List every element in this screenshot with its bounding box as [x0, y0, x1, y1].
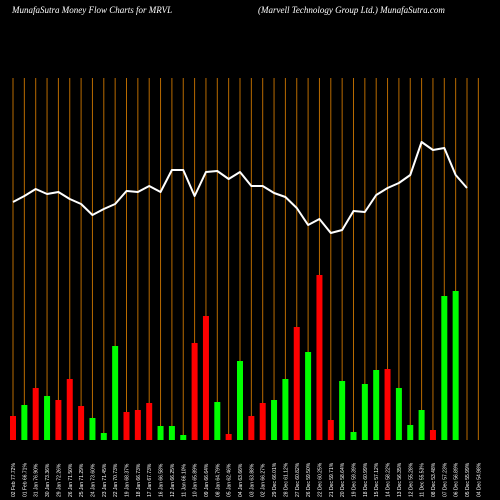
flow-bar [180, 435, 187, 440]
x-tick-label: 15 Dec 57.12% [374, 462, 380, 497]
x-tick-label: 22 Dec 60.25% [317, 462, 323, 497]
x-tick-label: 02 Feb 77.72% [11, 463, 17, 497]
flow-bar [44, 396, 51, 440]
flow-bar [225, 434, 232, 440]
x-tick-label: 29 Jan 72.26% [56, 463, 62, 497]
flow-bar [259, 403, 266, 440]
x-tick-label: 16 Jan 66.58% [159, 463, 165, 497]
flow-bar [373, 370, 380, 440]
x-tick-label: 09 Jan 66.64% [204, 463, 210, 497]
x-tick-label: 10 Jan 65.89% [193, 463, 199, 497]
flow-bar [214, 402, 221, 440]
x-tick-label: 06 Dec 56.89% [454, 462, 460, 497]
flow-bar [168, 426, 175, 440]
flow-bar [21, 405, 28, 440]
flow-bar [429, 430, 436, 440]
flow-bar [100, 433, 107, 440]
x-tick-label: 08 Dec 53.48% [431, 462, 437, 497]
x-tick-label: 19 Jan 68.37% [125, 463, 131, 497]
x-tick-label: 19 Dec 59.39% [352, 462, 358, 497]
flow-bar [78, 406, 85, 440]
x-tick-label: 14 Dec 58.22% [386, 462, 392, 497]
flow-bar [32, 388, 39, 440]
flow-bar [361, 384, 368, 440]
x-tick-label: 31 Jan 76.90% [34, 463, 40, 497]
flow-bar [305, 352, 312, 440]
x-tick-label: 23 Jan 71.45% [102, 463, 108, 497]
flow-bar [237, 361, 243, 440]
x-tick-label: 07 Dec 57.23% [442, 462, 448, 497]
x-tick-label: 04 Dec 54.98% [476, 462, 482, 497]
x-tick-label: 26 Jan 71.50% [68, 463, 74, 497]
x-tick-label: 22 Jan 70.73% [113, 463, 119, 497]
chart-title: MunafaSutra Money Flow Charts for MRVL [12, 5, 173, 15]
x-tick-label: 24 Jan 73.60% [90, 463, 96, 497]
flow-bar [146, 403, 153, 440]
x-tick-label: 17 Jan 67.73% [147, 463, 153, 497]
flow-bar [407, 425, 414, 440]
x-tick-label: 02 Jan 66.27% [261, 463, 267, 497]
x-tick-label: 12 Dec 55.28% [408, 462, 414, 497]
x-tick-label: 26 Dec 59.50% [306, 462, 312, 497]
chart-source: (Marvell Technology Group Ltd.) MunafaSu… [258, 5, 445, 15]
flow-bar [327, 420, 334, 440]
flow-bar [134, 410, 141, 440]
flow-bar [452, 291, 459, 440]
x-tick-label: 04 Jan 63.66% [238, 463, 244, 497]
x-tick-label: 12 Jan 66.25% [170, 463, 176, 497]
flow-bar [157, 426, 164, 440]
x-tick-label: 18 Jan 66.73% [136, 463, 142, 497]
flow-bar [248, 416, 255, 440]
flow-bar [55, 400, 62, 440]
flow-bar [271, 400, 278, 440]
x-tick-label: 05 Dec 55.99% [465, 462, 471, 497]
x-tick-label: 13 Dec 56.35% [397, 462, 403, 497]
flow-bar [418, 410, 425, 440]
flow-bar [293, 327, 300, 440]
flow-bar [316, 275, 323, 440]
x-tick-label: 05 Jan 62.46% [227, 463, 233, 497]
flow-bar [191, 343, 198, 440]
flow-bar [350, 432, 357, 440]
x-tick-label: 03 Jan 63.88% [249, 463, 255, 497]
price-line [12, 141, 468, 234]
x-tick-label: 25 Jan 71.29% [79, 463, 85, 497]
flow-bar [66, 379, 73, 440]
x-tick-label: 27 Dec 60.82% [295, 462, 301, 497]
x-tick-label: 29 Dec 66.01% [272, 462, 278, 497]
flow-bar [441, 296, 448, 440]
flow-bar [10, 416, 16, 440]
flow-bar [202, 316, 209, 440]
x-tick-label: 08 Jan 64.79% [215, 463, 221, 497]
x-tick-label: 20 Dec 58.64% [340, 462, 346, 497]
x-tick-label: 21 Dec 59.71% [329, 462, 335, 497]
x-tick-label: 28 Dec 61.12% [283, 462, 289, 497]
flow-bar [384, 369, 391, 440]
flow-bar [123, 412, 130, 440]
flow-bar [339, 381, 346, 440]
x-tick-label: 30 Jan 73.36% [45, 463, 51, 497]
flow-bar [112, 346, 119, 440]
x-tick-label: 01 Feb 66.71% [22, 463, 28, 497]
x-tick-label: 11 Dec 55.53% [420, 463, 426, 497]
flow-bar [282, 379, 289, 440]
x-tick-label: 11 Jan 66.10% [181, 463, 187, 497]
flow-bar [395, 388, 402, 440]
x-tick-label: 18 Dec 60.99% [363, 462, 369, 497]
flow-bar [89, 418, 96, 440]
